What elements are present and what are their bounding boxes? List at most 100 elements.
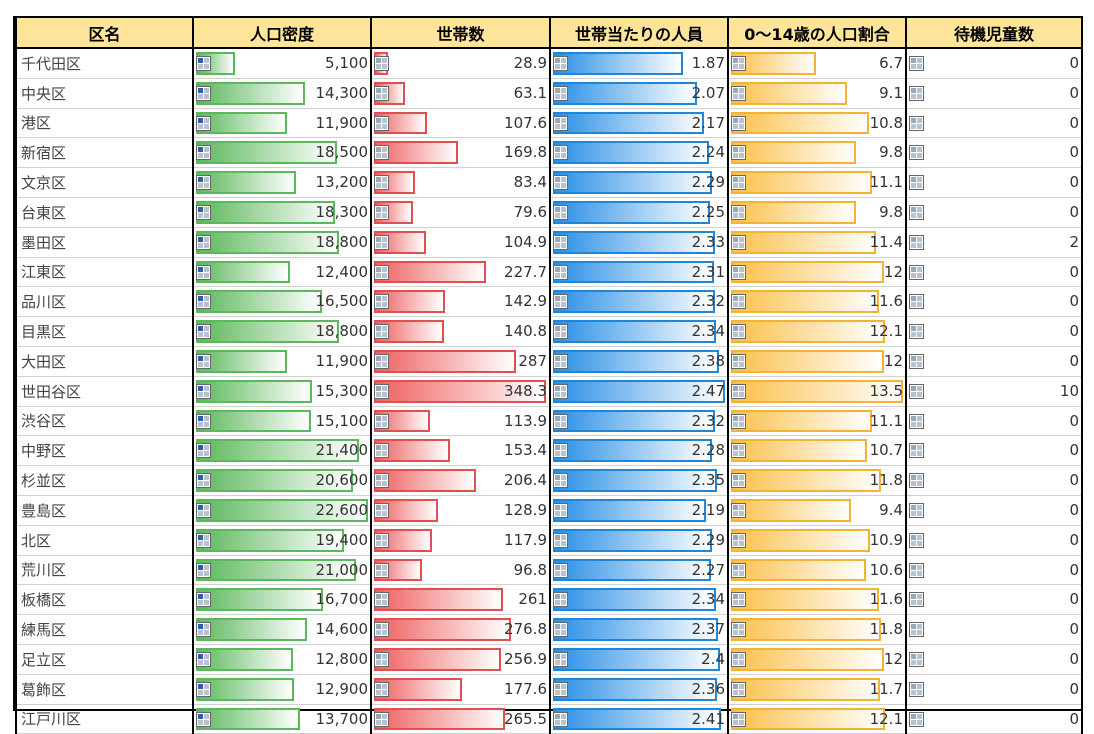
ward-name-cell[interactable]: 千代田区	[15, 48, 194, 79]
header-ward[interactable]: 区名	[15, 18, 194, 49]
waiting-children-cell[interactable]: 0	[905, 555, 1083, 586]
waiting-children-cell[interactable]: 0	[905, 495, 1083, 526]
children-cell[interactable]: 11.4	[727, 227, 907, 258]
persons-cell[interactable]: 2.19	[549, 495, 729, 526]
header-households[interactable]: 世帯数	[370, 18, 551, 49]
ward-name-cell[interactable]: 中央区	[15, 78, 194, 109]
persons-cell[interactable]: 2.29	[549, 525, 729, 556]
density-cell[interactable]: 21,000	[192, 555, 372, 586]
children-cell[interactable]: 11.8	[727, 614, 907, 645]
households-cell[interactable]: 227.7	[370, 257, 551, 288]
households-cell[interactable]: 96.8	[370, 555, 551, 586]
density-cell[interactable]: 19,400	[192, 525, 372, 556]
ward-name-cell[interactable]: 目黒区	[15, 316, 194, 347]
waiting-children-cell[interactable]: 0	[905, 48, 1083, 79]
children-cell[interactable]: 9.1	[727, 78, 907, 109]
persons-cell[interactable]: 2.34	[549, 584, 729, 616]
density-cell[interactable]: 18,800	[192, 227, 372, 258]
waiting-children-cell[interactable]: 0	[905, 435, 1083, 467]
households-cell[interactable]: 107.6	[370, 108, 551, 139]
persons-cell[interactable]: 2.33	[549, 227, 729, 258]
density-cell[interactable]: 16,500	[192, 286, 372, 318]
ward-name-cell[interactable]: 文京区	[15, 167, 194, 198]
persons-cell[interactable]: 2.32	[549, 406, 729, 437]
density-cell[interactable]: 11,900	[192, 346, 372, 377]
persons-cell[interactable]: 2.34	[549, 316, 729, 347]
header-persons[interactable]: 世帯当たりの人員	[549, 18, 729, 49]
ward-name-cell[interactable]: 台東区	[15, 197, 194, 228]
children-cell[interactable]: 12.1	[727, 704, 907, 734]
waiting-children-cell[interactable]: 0	[905, 257, 1083, 288]
ward-name-cell[interactable]: 中野区	[15, 435, 194, 467]
households-cell[interactable]: 256.9	[370, 644, 551, 675]
households-cell[interactable]: 28.9	[370, 48, 551, 79]
waiting-children-cell[interactable]: 10	[905, 376, 1083, 407]
children-cell[interactable]: 11.6	[727, 286, 907, 318]
persons-cell[interactable]: 2.24	[549, 137, 729, 169]
ward-name-cell[interactable]: 荒川区	[15, 555, 194, 586]
density-cell[interactable]: 18,300	[192, 197, 372, 228]
waiting-children-cell[interactable]: 0	[905, 465, 1083, 496]
waiting-children-cell[interactable]: 0	[905, 167, 1083, 198]
density-cell[interactable]: 20,600	[192, 465, 372, 496]
waiting-children-cell[interactable]: 0	[905, 704, 1083, 734]
waiting-children-cell[interactable]: 0	[905, 674, 1083, 705]
ward-name-cell[interactable]: 大田区	[15, 346, 194, 377]
persons-cell[interactable]: 2.17	[549, 108, 729, 139]
households-cell[interactable]: 83.4	[370, 167, 551, 198]
children-cell[interactable]: 12.1	[727, 316, 907, 347]
waiting-children-cell[interactable]: 0	[905, 108, 1083, 139]
children-cell[interactable]: 11.6	[727, 584, 907, 616]
children-cell[interactable]: 9.4	[727, 495, 907, 526]
waiting-children-cell[interactable]: 0	[905, 525, 1083, 556]
ward-name-cell[interactable]: 新宿区	[15, 137, 194, 169]
households-cell[interactable]: 79.6	[370, 197, 551, 228]
density-cell[interactable]: 22,600	[192, 495, 372, 526]
waiting-children-cell[interactable]: 0	[905, 584, 1083, 616]
persons-cell[interactable]: 2.31	[549, 257, 729, 288]
ward-name-cell[interactable]: 港区	[15, 108, 194, 139]
header-waiting[interactable]: 待機児童数	[905, 18, 1083, 49]
households-cell[interactable]: 142.9	[370, 286, 551, 318]
children-cell[interactable]: 10.9	[727, 525, 907, 556]
households-cell[interactable]: 287	[370, 346, 551, 377]
children-cell[interactable]: 10.8	[727, 108, 907, 139]
waiting-children-cell[interactable]: 0	[905, 286, 1083, 318]
persons-cell[interactable]: 1.87	[549, 48, 729, 79]
density-cell[interactable]: 11,900	[192, 108, 372, 139]
persons-cell[interactable]: 2.27	[549, 555, 729, 586]
ward-name-cell[interactable]: 渋谷区	[15, 406, 194, 437]
waiting-children-cell[interactable]: 0	[905, 197, 1083, 228]
ward-name-cell[interactable]: 足立区	[15, 644, 194, 675]
waiting-children-cell[interactable]: 0	[905, 644, 1083, 675]
persons-cell[interactable]: 2.37	[549, 614, 729, 645]
density-cell[interactable]: 12,800	[192, 644, 372, 675]
density-cell[interactable]: 18,500	[192, 137, 372, 169]
density-cell[interactable]: 15,300	[192, 376, 372, 407]
density-cell[interactable]: 12,400	[192, 257, 372, 288]
children-cell[interactable]: 6.7	[727, 48, 907, 79]
ward-name-cell[interactable]: 杉並区	[15, 465, 194, 496]
households-cell[interactable]: 113.9	[370, 406, 551, 437]
density-cell[interactable]: 12,900	[192, 674, 372, 705]
children-cell[interactable]: 13.5	[727, 376, 907, 407]
households-cell[interactable]: 63.1	[370, 78, 551, 109]
persons-cell[interactable]: 2.41	[549, 704, 729, 734]
waiting-children-cell[interactable]: 0	[905, 406, 1083, 437]
density-cell[interactable]: 13,700	[192, 704, 372, 734]
persons-cell[interactable]: 2.28	[549, 435, 729, 467]
ward-name-cell[interactable]: 世田谷区	[15, 376, 194, 407]
households-cell[interactable]: 206.4	[370, 465, 551, 496]
density-cell[interactable]: 5,100	[192, 48, 372, 79]
households-cell[interactable]: 140.8	[370, 316, 551, 347]
households-cell[interactable]: 177.6	[370, 674, 551, 705]
households-cell[interactable]: 276.8	[370, 614, 551, 645]
persons-cell[interactable]: 2.38	[549, 346, 729, 377]
header-children[interactable]: 0〜14歳の人口割合	[727, 18, 907, 49]
density-cell[interactable]: 14,300	[192, 78, 372, 109]
children-cell[interactable]: 9.8	[727, 137, 907, 169]
density-cell[interactable]: 13,200	[192, 167, 372, 198]
persons-cell[interactable]: 2.07	[549, 78, 729, 109]
persons-cell[interactable]: 2.47	[549, 376, 729, 407]
children-cell[interactable]: 11.7	[727, 674, 907, 705]
